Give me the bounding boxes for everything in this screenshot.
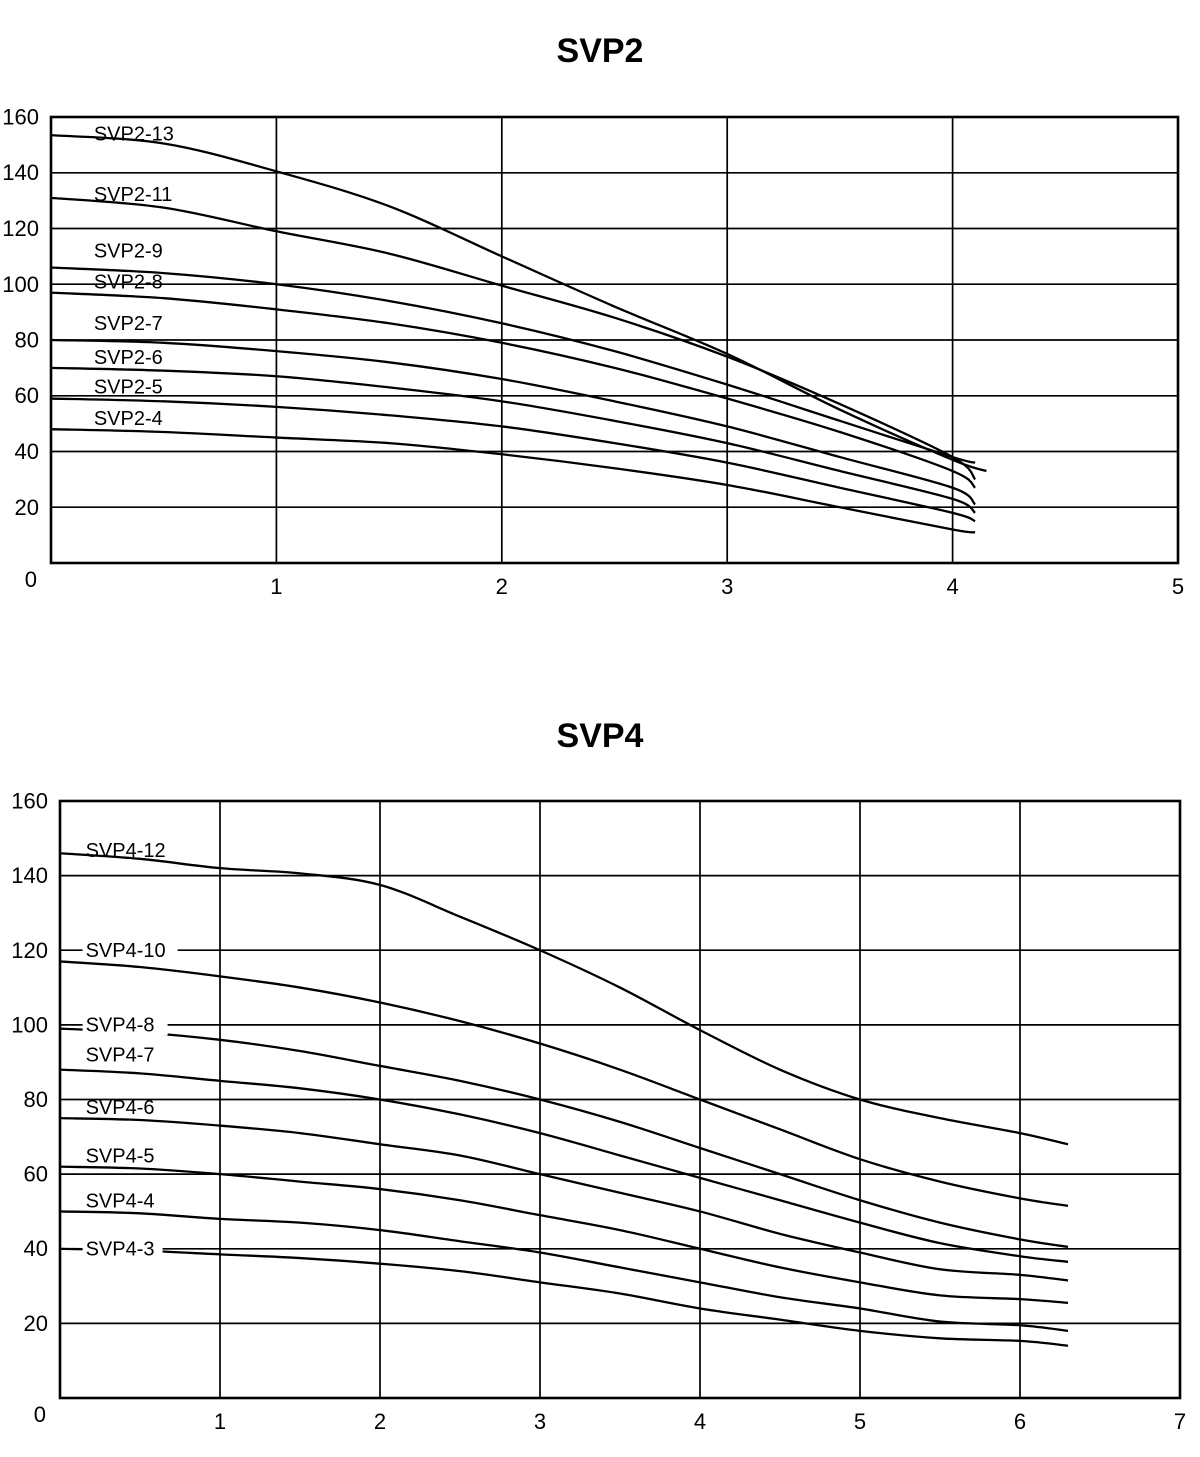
svg-text:100: 100	[11, 1012, 48, 1037]
svg-text:100: 100	[2, 272, 39, 297]
svg-text:SVP2-7: SVP2-7	[94, 313, 163, 335]
svg-text:4: 4	[946, 574, 958, 599]
svg-text:140: 140	[11, 863, 48, 888]
svg-text:40: 40	[24, 1236, 48, 1261]
svg-text:20: 20	[15, 495, 39, 520]
svg-text:SVP4-6: SVP4-6	[86, 1097, 155, 1119]
svg-text:SVP2: SVP2	[557, 32, 644, 70]
svg-text:60: 60	[24, 1162, 48, 1187]
svg-text:80: 80	[15, 328, 39, 353]
svg-text:3: 3	[721, 574, 733, 599]
svg-text:SVP4-5: SVP4-5	[86, 1146, 155, 1168]
svg-text:SVP2-6: SVP2-6	[94, 347, 163, 369]
svg-text:2: 2	[496, 574, 508, 599]
svg-text:40: 40	[15, 439, 39, 464]
svg-text:1: 1	[214, 1409, 226, 1434]
svg-text:120: 120	[2, 216, 39, 241]
svg-text:SVP4: SVP4	[557, 717, 644, 755]
svg-text:160: 160	[2, 105, 39, 130]
svg-text:SVP2-9: SVP2-9	[94, 241, 163, 263]
svg-text:6: 6	[1014, 1409, 1026, 1434]
svg-text:60: 60	[15, 383, 39, 408]
svg-text:0: 0	[34, 1402, 46, 1427]
svg-text:SVP4-7: SVP4-7	[86, 1045, 155, 1067]
svg-text:SVP4-4: SVP4-4	[86, 1190, 155, 1212]
svg-text:2: 2	[374, 1409, 386, 1434]
svg-text:SVP4-8: SVP4-8	[86, 1014, 155, 1036]
svg-text:SVP2-5: SVP2-5	[94, 377, 163, 399]
svg-text:SVP4-10: SVP4-10	[86, 940, 166, 962]
svg-text:7: 7	[1174, 1409, 1186, 1434]
svg-text:SVP2-11: SVP2-11	[94, 184, 173, 206]
svg-text:SVP2-8: SVP2-8	[94, 272, 163, 294]
svg-text:SVP2-13: SVP2-13	[94, 124, 174, 146]
svg-text:0: 0	[25, 567, 37, 592]
svg-text:160: 160	[11, 789, 48, 814]
svg-text:SVP4-3: SVP4-3	[86, 1238, 155, 1260]
svg-text:20: 20	[24, 1311, 48, 1336]
svg-text:120: 120	[11, 938, 48, 963]
svg-text:SVP2-4: SVP2-4	[94, 408, 163, 430]
svg-text:1: 1	[270, 574, 282, 599]
svg-text:5: 5	[854, 1409, 866, 1434]
svg-text:140: 140	[2, 160, 39, 185]
svg-text:3: 3	[534, 1409, 546, 1434]
svg-text:80: 80	[24, 1087, 48, 1112]
svg-text:4: 4	[694, 1409, 706, 1434]
svg-text:5: 5	[1172, 574, 1184, 599]
svg-text:SVP4-12: SVP4-12	[86, 840, 166, 862]
